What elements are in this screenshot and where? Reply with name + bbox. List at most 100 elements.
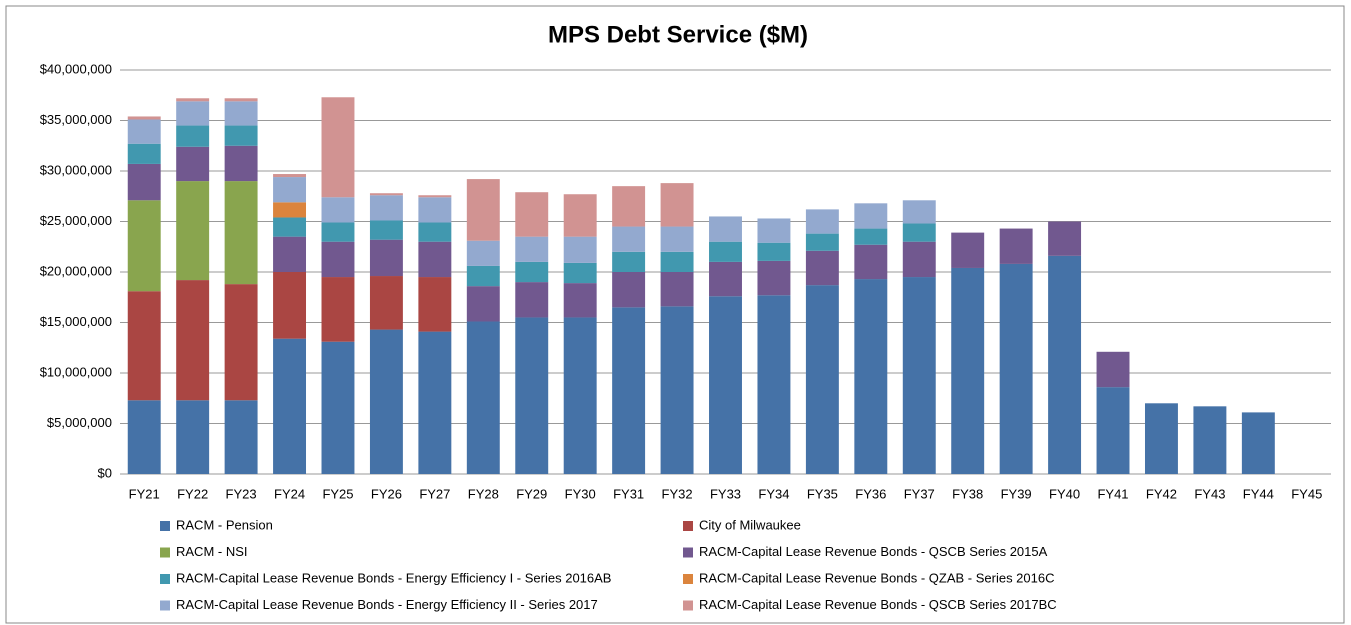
legend-label: RACM - NSI xyxy=(176,544,248,559)
bar-segment xyxy=(612,251,646,272)
bar-segment xyxy=(224,98,258,102)
bar-segment xyxy=(321,222,355,242)
bar-segment xyxy=(515,282,549,318)
bar-segment xyxy=(321,277,355,342)
bar-segment xyxy=(176,181,210,281)
bar-segment xyxy=(757,242,791,261)
bar-segment xyxy=(854,228,888,245)
legend-label: RACM-Capital Lease Revenue Bonds - QSCB … xyxy=(699,544,1048,559)
x-tick-label: FY30 xyxy=(565,486,596,501)
bar-segment xyxy=(273,236,307,272)
x-tick-label: FY39 xyxy=(1001,486,1032,501)
bar-segment xyxy=(369,329,403,474)
bar-segment xyxy=(854,244,888,280)
bar-segment xyxy=(418,222,452,242)
bar-segment xyxy=(127,400,161,474)
bar-segment xyxy=(999,263,1033,474)
bar-segment xyxy=(369,195,403,221)
x-tick-label: FY24 xyxy=(274,486,305,501)
bar-segment xyxy=(515,192,549,237)
x-tick-label: FY32 xyxy=(662,486,693,501)
bar-segment xyxy=(660,226,694,252)
bar-segment xyxy=(224,145,258,182)
bar-segment xyxy=(418,197,452,223)
bar-segment xyxy=(1096,387,1130,474)
bar-segment xyxy=(902,241,936,278)
bar-segment xyxy=(224,101,258,126)
bar-segment xyxy=(709,241,742,262)
x-tick-label: FY44 xyxy=(1243,486,1274,501)
y-tick-label: $5,000,000 xyxy=(47,415,112,430)
y-tick-label: $30,000,000 xyxy=(40,162,112,177)
bar-segment xyxy=(176,400,210,474)
y-tick-label: $35,000,000 xyxy=(40,112,112,127)
bar-segment xyxy=(176,101,210,126)
bar-segment xyxy=(418,195,452,198)
legend-swatch xyxy=(160,600,170,611)
bar-segment xyxy=(902,223,936,242)
bar-segment xyxy=(612,272,646,308)
bar-segment xyxy=(273,338,307,474)
y-tick-label: $20,000,000 xyxy=(40,263,112,278)
legend-swatch xyxy=(160,547,170,558)
x-tick-label: FY40 xyxy=(1049,486,1080,501)
x-tick-label: FY21 xyxy=(129,486,160,501)
x-tick-label: FY23 xyxy=(226,486,257,501)
bar-segment xyxy=(563,262,597,284)
bar-segment xyxy=(1241,412,1275,474)
bar-segment xyxy=(273,174,307,178)
bar-segment xyxy=(321,97,355,198)
bar-segment xyxy=(1048,221,1082,256)
legend-label: City of Milwaukee xyxy=(699,517,801,532)
bar-segment xyxy=(127,200,161,292)
bar-segment xyxy=(466,265,500,287)
bar-segment xyxy=(224,400,258,474)
bar-segment xyxy=(951,232,985,268)
bar-segment xyxy=(612,186,646,227)
y-tick-label: $0 xyxy=(98,465,112,480)
y-tick-label: $15,000,000 xyxy=(40,314,112,329)
bar-segment xyxy=(757,260,791,296)
bar-segment xyxy=(709,296,742,474)
bar-segment xyxy=(805,209,839,234)
legend-swatch xyxy=(683,521,693,531)
legend-swatch xyxy=(160,521,170,531)
bar-segment xyxy=(176,146,210,182)
bar-segment xyxy=(224,181,258,285)
bar-segment xyxy=(757,218,791,243)
x-tick-label: FY37 xyxy=(904,486,935,501)
bar-segment xyxy=(1048,255,1082,474)
bar-segment xyxy=(418,241,452,278)
bar-segment xyxy=(563,194,597,237)
legend-swatch xyxy=(160,574,170,584)
bar-segment xyxy=(369,239,403,277)
y-tick-label: $40,000,000 xyxy=(40,61,112,76)
bar-segment xyxy=(709,261,742,297)
x-tick-label: FY31 xyxy=(613,486,644,501)
x-tick-label: FY38 xyxy=(952,486,983,501)
bar-segment xyxy=(176,280,210,401)
bar-segment xyxy=(466,179,500,241)
x-tick-label: FY27 xyxy=(419,486,450,501)
bar-segment xyxy=(127,291,161,401)
bar-segment xyxy=(321,241,355,278)
bar-segment xyxy=(224,284,258,401)
bar-segment xyxy=(563,317,597,474)
x-tick-label: FY26 xyxy=(371,486,402,501)
x-tick-label: FY29 xyxy=(516,486,547,501)
legend-swatch xyxy=(683,600,693,611)
bar-segment xyxy=(709,216,742,242)
bar-segment xyxy=(805,285,839,474)
bar-segment xyxy=(127,119,161,144)
bar-segment xyxy=(369,276,403,330)
bar-segment xyxy=(660,306,694,474)
bar-segment xyxy=(612,307,646,474)
legend-label: RACM-Capital Lease Revenue Bonds - Energ… xyxy=(176,570,611,585)
legend-label: RACM-Capital Lease Revenue Bonds - Energ… xyxy=(176,597,598,612)
legend-label: RACM - Pension xyxy=(176,517,273,532)
bar-segment xyxy=(273,272,307,339)
y-tick-label: $10,000,000 xyxy=(40,364,112,379)
bar-segment xyxy=(612,226,646,252)
bar-segment xyxy=(127,163,161,201)
